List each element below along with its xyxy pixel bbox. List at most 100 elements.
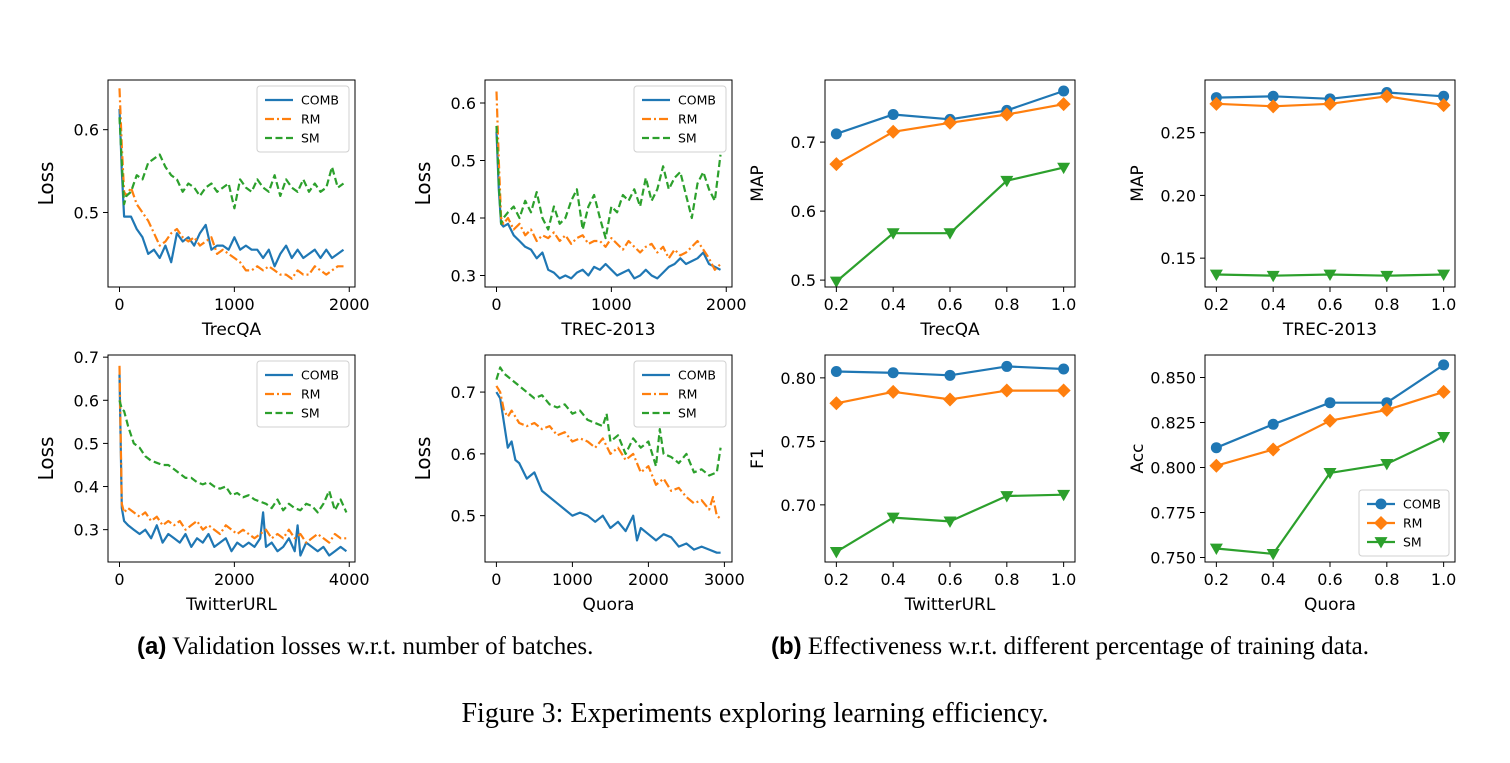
- data-point-rm: [886, 124, 901, 139]
- data-point-comb: [944, 369, 956, 381]
- legend: COMB RM SM: [256, 360, 350, 428]
- data-point-sm: [1437, 432, 1451, 444]
- chart-eff-quora: 0.2 0.4 0.6 0.8 1.0 0.750 0.775 0.800 0.825 0.850…: [1128, 354, 1456, 615]
- data-point-rm: [1056, 383, 1071, 398]
- axes-frame: [484, 79, 733, 288]
- legend-label-sm: SM: [678, 131, 697, 146]
- legend: COMB RM SM: [256, 85, 350, 153]
- y-tick-label: 0.825: [1150, 414, 1196, 433]
- legend-marker-rm: [1374, 516, 1388, 530]
- x-tick-label: 0.6: [1317, 295, 1342, 314]
- y-tick-label: 0.75: [780, 432, 816, 451]
- x-tick-label: 1000: [214, 295, 255, 314]
- data-point-rm: [1056, 97, 1071, 112]
- caption-b-label: (b): [771, 633, 802, 660]
- data-point-comb: [1058, 85, 1070, 97]
- figure-caption: Figure 3: Experiments exploring learning…: [461, 698, 1049, 729]
- series-line-sm: [835, 166, 1064, 283]
- caption-b: (b) Effectiveness w.r.t. different perce…: [771, 633, 1369, 661]
- y-tick-label: 0.5: [451, 152, 476, 171]
- y-tick-label: 0.80: [780, 369, 816, 388]
- legend-label-sm: SM: [301, 406, 320, 421]
- x-tick-label: 0.2: [1204, 295, 1229, 314]
- data-point-comb: [1058, 363, 1070, 375]
- x-tick-label: 0.8: [1374, 570, 1399, 589]
- series-line-rm: [118, 365, 347, 544]
- legend-box: [256, 85, 350, 153]
- legend-label-sm: SM: [301, 131, 320, 146]
- x-tick-label: 0.4: [1260, 570, 1285, 589]
- x-tick-label: 0: [491, 570, 501, 589]
- y-tick-label: 0.4: [451, 209, 476, 228]
- data-point-rm: [999, 383, 1014, 398]
- x-tick-label: 1.0: [1051, 295, 1076, 314]
- legend: COMB RM SM: [1358, 489, 1450, 557]
- axes-frame: [107, 354, 356, 563]
- plot-area: [495, 91, 722, 280]
- axes-frame: [824, 354, 1076, 563]
- caption-a: (a) Validation losses w.r.t. number of b…: [137, 633, 593, 661]
- data-point-comb: [830, 128, 842, 140]
- y-tick-label: 0.3: [74, 521, 99, 540]
- data-point-rm: [1209, 458, 1224, 473]
- data-point-rm: [1209, 96, 1224, 111]
- x-tick-label: 2000: [628, 570, 669, 589]
- y-tick-label: 0.800: [1150, 459, 1196, 478]
- data-point-rm: [943, 392, 957, 407]
- chart-loss-quora: 0 1000 2000 3000 0.5 0.6 0.7 Quora Loss COMB RM SM: [411, 354, 745, 615]
- x-tick-label: 0.2: [824, 295, 849, 314]
- data-point-comb: [1438, 359, 1450, 371]
- x-axis-label: TrecQA: [201, 320, 262, 340]
- data-point-rm: [829, 157, 844, 172]
- x-tick-label: 0.8: [994, 570, 1019, 589]
- y-tick-label: 0.4: [74, 478, 99, 497]
- data-point-sm: [1209, 543, 1223, 555]
- chart-loss-twitterurl: 0 2000 4000 0.3 0.4 0.5 0.6 0.7 TwitterURL Loss CO…: [34, 348, 370, 615]
- data-point-rm: [1379, 402, 1394, 417]
- caption-b-text: Effectiveness w.r.t. different percentag…: [807, 633, 1370, 660]
- data-point-rm: [1379, 89, 1394, 104]
- y-tick-label: 0.750: [1150, 549, 1196, 568]
- data-point-rm: [1266, 99, 1281, 114]
- data-point-sm: [1209, 269, 1223, 281]
- plot-area: [495, 366, 722, 554]
- x-tick-label: 0.6: [937, 295, 962, 314]
- y-tick-label: 0.70: [780, 496, 816, 515]
- y-tick-label: 0.775: [1150, 504, 1196, 523]
- x-tick-label: 1.0: [1051, 570, 1076, 589]
- data-point-sm: [1266, 549, 1280, 561]
- data-point-comb: [1210, 442, 1222, 454]
- caption-a-label: (a): [137, 633, 167, 660]
- x-tick-label: 0.6: [937, 570, 962, 589]
- series-line-rm: [495, 385, 722, 520]
- data-point-comb: [1438, 90, 1450, 102]
- chart-loss-trecqa: 0 1000 2000 0.5 0.6 TrecQA Loss COMB RM SM: [34, 79, 370, 340]
- data-point-sm: [1266, 270, 1280, 283]
- data-point-rm: [999, 107, 1014, 122]
- legend-label-comb: COMB: [1403, 497, 1441, 512]
- legend: COMB RM SM: [633, 360, 727, 428]
- y-axis-label: Loss: [34, 437, 58, 481]
- caption-a-text: Validation losses w.r.t. number of batch…: [172, 633, 594, 660]
- series-line-comb: [495, 131, 721, 280]
- x-tick-label: 0: [491, 295, 501, 314]
- x-axis-label: TREC-2013: [1282, 320, 1377, 340]
- data-point-sm: [1437, 269, 1451, 281]
- series-line-sm: [495, 366, 722, 477]
- legend-label-sm: SM: [1403, 535, 1422, 550]
- legend-label-comb: COMB: [301, 368, 339, 383]
- x-tick-label: 0.2: [1204, 570, 1229, 589]
- x-tick-label: 0.4: [880, 570, 905, 589]
- data-point-sm: [829, 276, 843, 288]
- data-point-sm: [943, 516, 957, 528]
- data-point-comb: [1324, 397, 1336, 409]
- series-line-comb: [495, 391, 721, 554]
- x-tick-label: 0: [114, 570, 124, 589]
- data-point-sm: [1057, 489, 1071, 502]
- y-axis-label: F1: [748, 448, 768, 469]
- data-point-sm: [829, 546, 843, 559]
- axes-frame: [484, 354, 733, 563]
- series-line-sm: [118, 400, 348, 514]
- data-point-sm: [886, 512, 900, 525]
